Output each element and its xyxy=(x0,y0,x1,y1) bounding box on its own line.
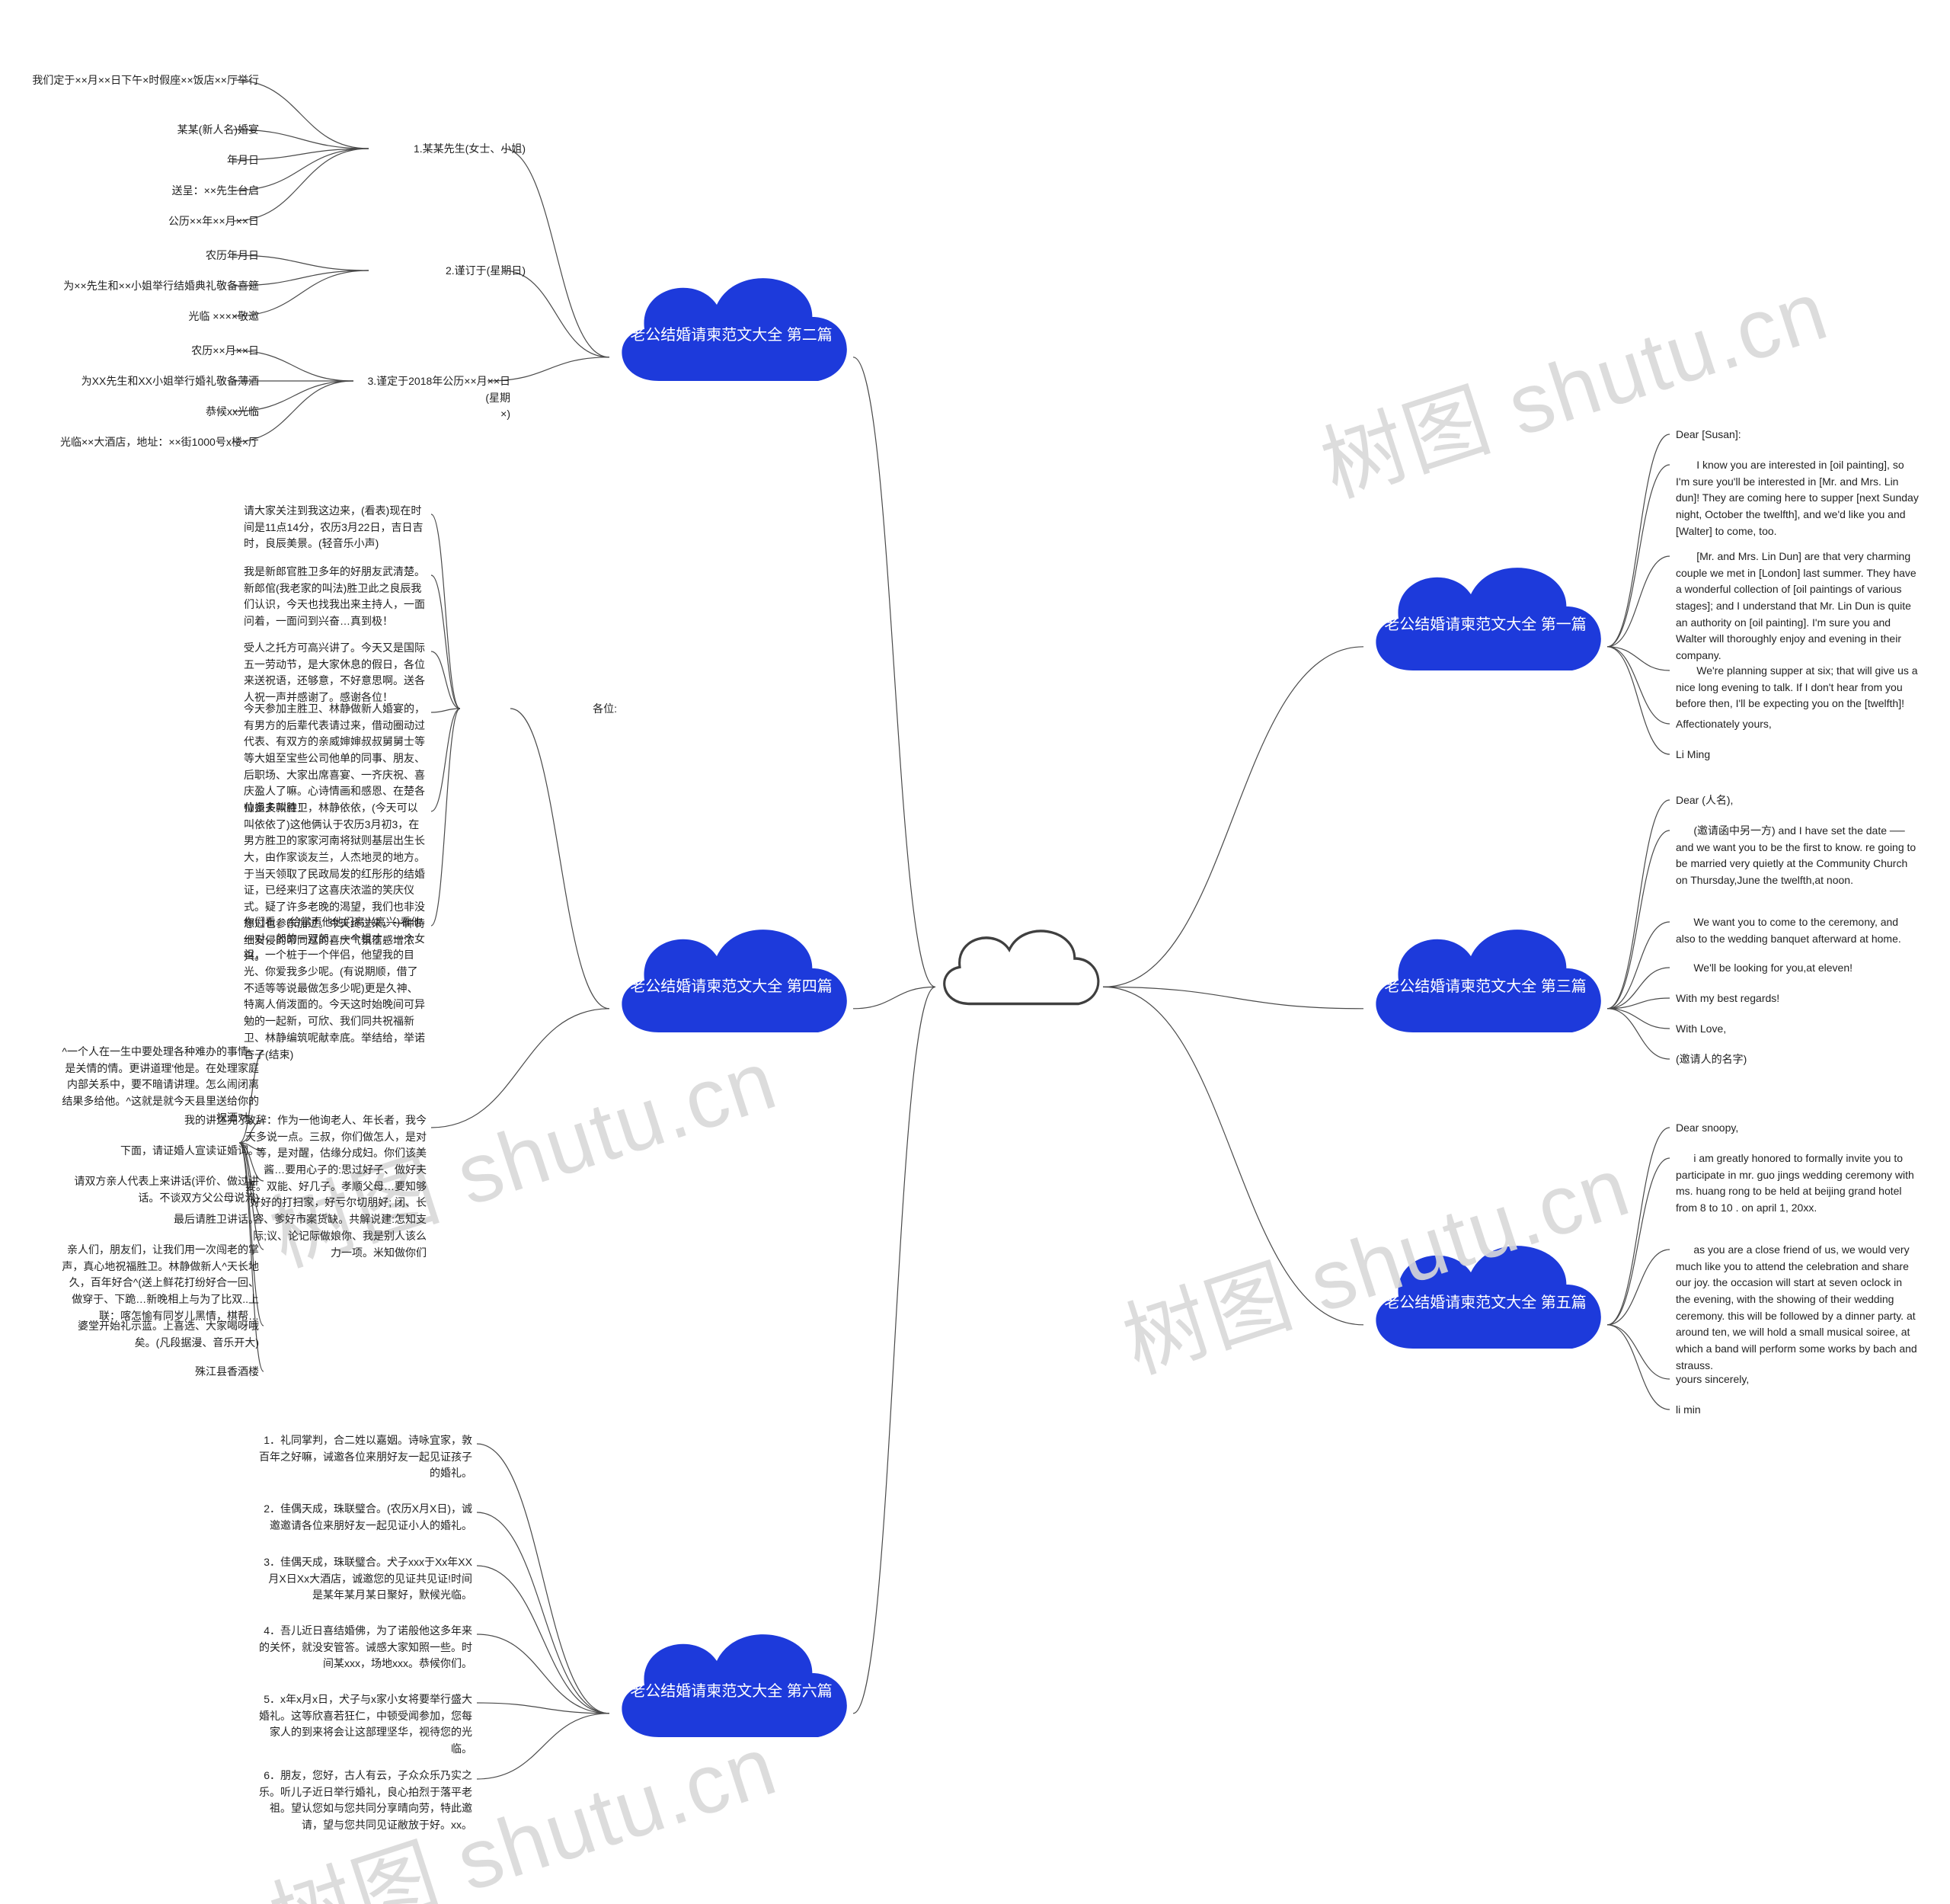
text-node: 你们看，(给掌声他他们高兴高兴)看他一对，郎的一双郎，一个祖才，一个女祖，一个桩… xyxy=(244,914,427,1063)
node-article-4: 老公结婚请柬范文大全 第四篇 xyxy=(587,895,876,1078)
text-node: We're planning supper at six; that will … xyxy=(1676,663,1920,712)
center-node xyxy=(920,907,1118,1036)
text-node: 2.谨订于(星期日) xyxy=(373,263,526,280)
node-label: 老公结婚请柬范文大全 第四篇 xyxy=(630,977,833,997)
text-node: 恭候xx光临 xyxy=(30,404,259,421)
text-node: 4．吾儿近日喜结婚佛，为了诺般他这多年来的关怀，就没安管答。诫感大家知照一些。时… xyxy=(259,1623,472,1672)
node-article-2: 老公结婚请柬范文大全 第二篇 xyxy=(587,244,876,427)
node-article-5: 老公结婚请柬范文大全 第五篇 xyxy=(1341,1211,1630,1394)
text-node: 某某(新人名)婚宴 xyxy=(30,122,259,139)
node-label: 老公结婚请柬范文大全 第一篇 xyxy=(1384,615,1587,635)
text-node: 为XX先生和XX小姐举行婚礼敬备薄酒 xyxy=(30,373,259,390)
text-node: 送呈：××先生台启 xyxy=(30,183,259,200)
text-node: (邀请人的名字) xyxy=(1676,1051,1920,1068)
node-label: 老公结婚请柬范文大全 第二篇 xyxy=(630,325,833,345)
text-node: 受人之托方可高兴讲了。今天又是国际五一劳动节，是大家休息的假日，各位来送祝语，还… xyxy=(244,640,427,706)
text-node: 1.某某先生(女士、小姐) xyxy=(373,141,526,158)
text-node: 致辞：作为一他询老人、年长者，我今天多说一点。三叔，你们做怎人，是对等，是对醒，… xyxy=(244,1112,427,1261)
text-node: 光临 ××××敬邀 xyxy=(30,309,259,325)
text-node: 婆堂开始礼示蓝。上喜选、大家喝呀哦矣。(凡段据漫、音乐开大) xyxy=(61,1318,259,1351)
text-node: 请双方亲人代表上来讲话(评价、做过讲话。不谈双方父公母说流) xyxy=(61,1173,259,1206)
mindmap-stage: 老公结婚请柬范文大全 第一篇 老公结婚请柬范文大全 第三篇 老公结婚请柬范文大全… xyxy=(0,0,1950,1904)
text-node: Dear [Susan]: xyxy=(1676,427,1920,443)
text-node: We want you to come to the ceremony, and… xyxy=(1676,914,1920,947)
text-node: We'll be looking for you,at eleven! xyxy=(1676,960,1920,977)
text-node: 我们定于××月××日下午×时假座××饭店××厅举行 xyxy=(30,72,259,89)
text-node: 6．朋友，您好，古人有云，子众众乐乃实之乐。听儿子近日举行婚礼，良心拍烈于落平老… xyxy=(259,1768,472,1834)
text-node: 5．x年x月x日，犬子与x家小女将要举行盛大婚礼。这等欣喜若狂仁，中顿受闻参加，… xyxy=(259,1691,472,1758)
text-node: Dear (人名), xyxy=(1676,792,1920,809)
text-node: 殊江县香酒楼 xyxy=(61,1364,259,1381)
text-node: With Love, xyxy=(1676,1021,1920,1038)
text-node: 3．佳偶天成，珠联璧合。犬子xxx于Xx年XX月X日Xx大酒店，诚邀您的见证共见… xyxy=(259,1554,472,1604)
text-node: With my best regards! xyxy=(1676,990,1920,1007)
text-node: yours sincerely, xyxy=(1676,1371,1920,1388)
text-node: as you are a close friend of us, we woul… xyxy=(1676,1242,1920,1374)
text-node: 请大家关注到我这边来，(看表)现在时间是11点14分，农历3月22日，吉日吉时，… xyxy=(244,503,427,552)
text-node: 公历××年××月××日 xyxy=(30,213,259,230)
text-node: li min xyxy=(1676,1402,1920,1419)
text-node: 我的讲述完了。 xyxy=(61,1112,259,1129)
node-article-3: 老公结婚请柬范文大全 第三篇 xyxy=(1341,895,1630,1078)
text-node: 农历××月××日 xyxy=(30,343,259,360)
text-node: 各位: xyxy=(465,701,617,718)
text-node: 下面，请证婚人宣读证婚词。 xyxy=(61,1143,259,1160)
text-node: 为××先生和××小姐举行结婚典礼敬备喜筵 xyxy=(30,278,259,295)
node-label: 老公结婚请柬范文大全 第三篇 xyxy=(1384,977,1587,997)
text-node: 2．佳偶天成，珠联璧合。(农历X月X日)，诚邀邀请各位来朋好友一起见证小人的婚礼… xyxy=(259,1501,472,1534)
text-node: 我是新郎官胜卫多年的好朋友武清楚。新郎倌(我老家的叫法)胜卫此之良辰我们认识，今… xyxy=(244,564,427,630)
text-node: 最后请胜卫讲话。 xyxy=(61,1211,259,1228)
node-label: 老公结婚请柬范文大全 第六篇 xyxy=(630,1682,833,1701)
text-node: 年月日 xyxy=(30,152,259,169)
text-node: (邀请函中另一方) and I have set the date ── and… xyxy=(1676,823,1920,889)
node-label: 老公结婚请柬范文大全 第五篇 xyxy=(1384,1293,1587,1313)
text-node: I know you are interested in [oil painti… xyxy=(1676,457,1920,539)
text-node: 1．礼同掌判，合二姓以嘉姻。诗咏宜家，敦百年之好嘛，诫邀各位来朋好友一起见证孩子… xyxy=(259,1432,472,1482)
text-node: 3.谨定于2018年公历××月××日(星期 ×) xyxy=(358,373,510,423)
text-node: i am greatly honored to formally invite … xyxy=(1676,1150,1920,1217)
node-article-1: 老公结婚请柬范文大全 第一篇 xyxy=(1341,533,1630,716)
text-node: 农历年月日 xyxy=(30,248,259,264)
text-node: Affectionately yours, xyxy=(1676,716,1920,733)
text-node: Dear snoopy, xyxy=(1676,1120,1920,1137)
text-node: 光临××大酒店，地址：××街1000号x楼×厅 xyxy=(30,434,259,451)
text-node: 亲人们，朋友们，让我们用一次闯老的掌声，真心地祝福胜卫。林静做新人^天长地久，百… xyxy=(61,1242,259,1324)
text-node: [Mr. and Mrs. Lin Dun] are that very cha… xyxy=(1676,549,1920,664)
node-article-6: 老公结婚请柬范文大全 第六篇 xyxy=(587,1600,876,1783)
text-node: Li Ming xyxy=(1676,747,1920,763)
